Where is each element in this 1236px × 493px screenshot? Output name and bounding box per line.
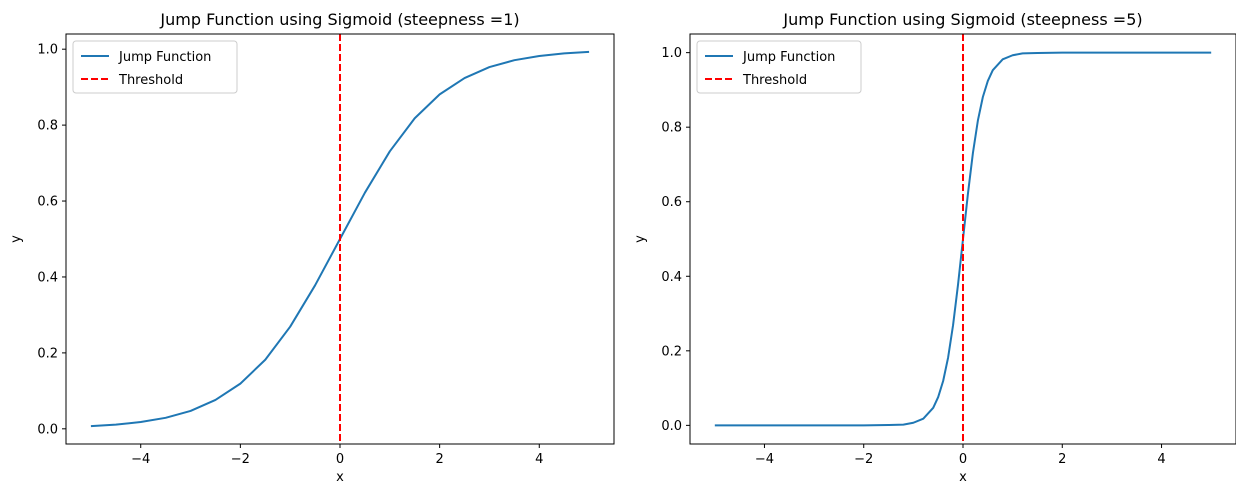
x-tick-label: 2 <box>1058 452 1066 467</box>
legend-label: Threshold <box>742 73 807 88</box>
chart-panel-2: Jump Function using Sigmoid (steepness =… <box>633 10 1236 485</box>
x-axis-label: x <box>336 470 344 485</box>
y-axis-label: y <box>633 235 648 243</box>
y-tick-label: 1.0 <box>661 46 682 61</box>
x-tick-label: −4 <box>755 452 774 467</box>
x-tick-label: −2 <box>854 452 873 467</box>
y-tick-label: 0.8 <box>661 121 682 136</box>
y-tick-label: 0.0 <box>37 422 58 437</box>
x-tick-label: −2 <box>231 452 250 467</box>
x-axis-label: x <box>959 470 967 485</box>
x-tick-label: −4 <box>131 452 150 467</box>
legend-box <box>696 40 862 94</box>
x-tick-label: 4 <box>1157 452 1165 467</box>
y-tick-label: 0.8 <box>37 119 58 134</box>
legend-label: Jump Function <box>742 50 835 65</box>
chart-title: Jump Function using Sigmoid (steepness =… <box>782 10 1142 29</box>
y-tick-label: 0.6 <box>37 195 58 210</box>
y-tick-label: 0.2 <box>661 344 682 359</box>
legend-box <box>72 40 238 94</box>
y-tick-label: 0.0 <box>661 419 682 434</box>
x-tick-label: 2 <box>435 452 443 467</box>
legend: Jump Function Threshold <box>696 40 862 94</box>
y-axis-label: y <box>9 235 24 243</box>
legend-label: Jump Function <box>118 50 211 65</box>
chart-panel-1: Jump Function using Sigmoid (steepness =… <box>9 10 615 485</box>
x-tick-label: 4 <box>535 452 543 467</box>
chart-title: Jump Function using Sigmoid (steepness =… <box>159 10 519 29</box>
legend-label: Threshold <box>118 73 183 88</box>
x-tick-label: 0 <box>336 452 344 467</box>
y-tick-label: 0.4 <box>661 270 682 285</box>
y-tick-label: 0.4 <box>37 270 58 285</box>
y-tick-label: 0.2 <box>37 346 58 361</box>
y-tick-label: 1.0 <box>37 43 58 58</box>
y-tick-label: 0.6 <box>661 195 682 210</box>
x-tick-label: 0 <box>959 452 967 467</box>
legend: Jump Function Threshold <box>72 40 238 94</box>
